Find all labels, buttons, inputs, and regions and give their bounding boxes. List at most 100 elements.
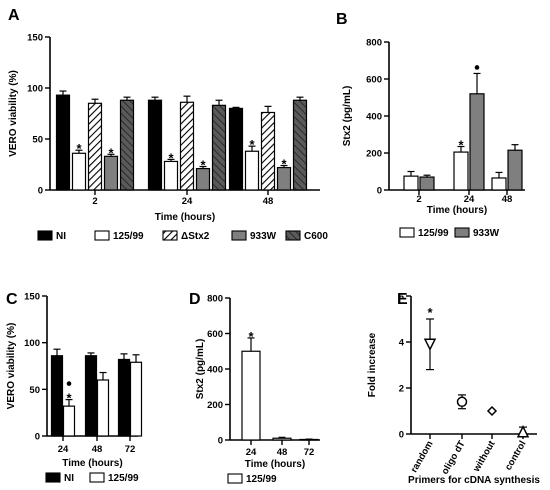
significance-star: * — [108, 145, 114, 160]
bar — [272, 437, 292, 441]
bar — [260, 111, 276, 191]
x-tick-label: 72 — [125, 444, 136, 455]
bar — [244, 150, 260, 191]
bar — [211, 104, 227, 191]
significance-star: * — [66, 391, 72, 406]
panel-letter: C — [6, 291, 18, 308]
data-point — [516, 425, 530, 438]
panel-letter: B — [336, 11, 348, 28]
legend-label: 933W — [473, 228, 500, 239]
legend-swatch — [37, 230, 53, 241]
legend-swatch — [227, 473, 243, 484]
bar — [71, 152, 87, 191]
bar — [469, 93, 485, 191]
bar — [50, 355, 64, 437]
y-tick-label: 150 — [24, 292, 40, 303]
x-tick-label: 2 — [416, 194, 421, 205]
bar — [292, 99, 308, 191]
legend-label: 933W — [250, 231, 277, 242]
legend-label: 125/99 — [418, 228, 449, 239]
y-axis-title: Stx2 (pg/mL) — [342, 86, 353, 147]
y-tick-label: 6 — [399, 292, 404, 303]
x-tick-label: 2 — [92, 196, 97, 207]
bar — [129, 361, 143, 437]
significance-star: * — [427, 305, 433, 320]
significance-star: * — [248, 329, 254, 344]
significance-star: * — [200, 158, 206, 173]
bar — [228, 107, 244, 191]
x-axis-title: Time (hours) — [245, 459, 305, 470]
significance-star: * — [76, 141, 82, 156]
x-axis-title: Time (hours) — [155, 212, 215, 223]
legend-label: ΔStx2 — [181, 231, 210, 242]
y-tick-label: 600 — [207, 329, 223, 340]
y-tick-label: 100 — [24, 338, 40, 349]
y-tick-label: 600 — [366, 75, 382, 86]
legend-swatch — [285, 230, 301, 241]
legend-label: C600 — [304, 231, 328, 242]
y-tick-label: 50 — [32, 135, 43, 146]
significance-star: * — [168, 150, 174, 165]
bar — [117, 358, 131, 437]
significance-star: * — [458, 138, 464, 153]
y-tick-label: 4 — [399, 338, 405, 349]
panel-letter: A — [8, 7, 20, 24]
bar — [491, 177, 507, 191]
legend-label: 125/99 — [246, 474, 277, 485]
y-tick-label: 0 — [218, 436, 223, 447]
bar — [403, 175, 419, 191]
y-tick-label: 0 — [377, 186, 382, 197]
legend-label: NI — [64, 473, 74, 484]
legend-swatch — [454, 227, 470, 238]
bar — [119, 99, 135, 191]
x-tick-label: random — [409, 439, 436, 475]
bar — [419, 176, 435, 191]
y-tick-label: 150 — [27, 33, 43, 44]
x-tick-label: control — [503, 439, 529, 472]
legend-swatch — [94, 230, 110, 241]
x-tick-label: without — [471, 438, 498, 474]
bar — [96, 379, 110, 437]
bar — [62, 405, 76, 437]
y-tick-label: 0 — [35, 432, 40, 443]
data-point — [486, 405, 498, 417]
x-tick-label: oligo dT — [440, 439, 468, 477]
y-tick-label: 0 — [399, 430, 404, 441]
y-axis-title: VERO viability (%) — [6, 323, 17, 410]
bar — [163, 160, 179, 191]
bar — [179, 101, 195, 191]
bar — [507, 149, 523, 191]
bar — [103, 155, 119, 191]
legend-label: 125/99 — [113, 231, 144, 242]
x-tick-label: 24 — [464, 194, 475, 205]
y-tick-label: 800 — [366, 38, 382, 49]
panel-letter: D — [189, 291, 201, 308]
x-tick-label: 48 — [263, 196, 274, 207]
y-tick-label: 100 — [27, 84, 43, 95]
bar — [147, 99, 163, 191]
x-axis-title: Time (hours) — [62, 458, 122, 469]
legend-swatch — [45, 472, 61, 483]
significance-dot — [474, 65, 480, 70]
y-tick-label: 200 — [207, 400, 223, 411]
significance-star: * — [249, 137, 255, 152]
y-axis-title: Fold increase — [367, 332, 378, 397]
y-tick-label: 400 — [207, 365, 223, 376]
y-tick-label: 0 — [38, 186, 43, 197]
x-tick-label: 72 — [304, 447, 315, 458]
y-axis-title: VERO viability (%) — [8, 70, 19, 157]
x-tick-label: 48 — [92, 444, 103, 455]
bar — [84, 355, 98, 437]
y-tick-label: 800 — [207, 294, 223, 305]
legend-swatch — [399, 227, 415, 238]
y-tick-label: 50 — [29, 385, 40, 396]
legend-swatch — [162, 230, 178, 241]
bar — [241, 350, 261, 441]
x-axis-title: Primers for cDNA synthesis — [408, 475, 540, 486]
significance-star: * — [281, 157, 287, 172]
x-tick-label: 48 — [502, 194, 513, 205]
data-point — [456, 396, 468, 408]
y-tick-label: 400 — [366, 112, 382, 123]
